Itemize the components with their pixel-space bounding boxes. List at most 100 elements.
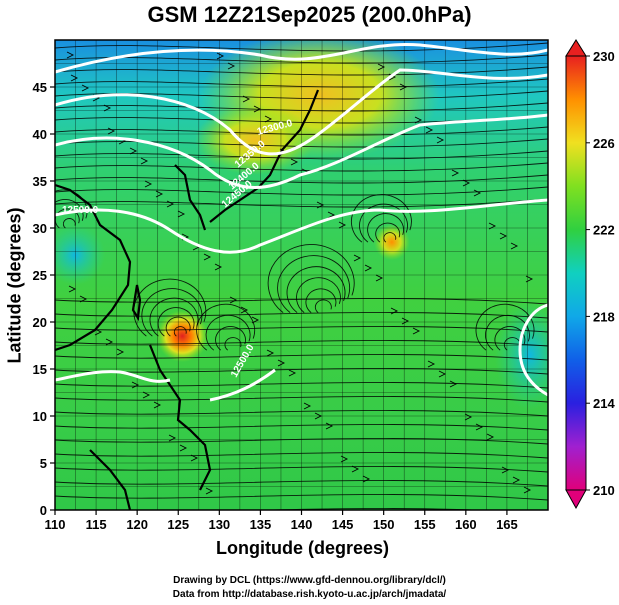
streamline (267, 244, 355, 313)
y-axis-label: Latitude (degrees) (4, 207, 25, 364)
flow-arrow (94, 328, 103, 336)
x-axis-label: Longitude (degrees) (215, 538, 389, 558)
flow-arrow (412, 327, 421, 335)
flow-arrow (155, 190, 164, 198)
flow-arrow (179, 444, 188, 452)
flow-arrow (399, 83, 408, 91)
y-tick-label: 30 (33, 221, 47, 236)
flow-arrow (438, 370, 447, 378)
flow-arrow (340, 455, 349, 463)
contour-top (55, 42, 548, 74)
x-tick-label: 140 (291, 517, 313, 532)
streamline (383, 232, 397, 243)
japan-coast (209, 89, 320, 223)
flow-arrow (205, 487, 214, 495)
flow-arrow (203, 253, 212, 261)
flow-arrow (142, 391, 151, 399)
flow-arrow (327, 211, 336, 219)
contour-12500 (55, 198, 548, 254)
flow-arrow (229, 296, 238, 304)
x-tick-label: 125 (167, 517, 189, 532)
streamline (475, 303, 535, 351)
streamline (133, 278, 207, 337)
flow-arrow (153, 401, 162, 409)
streamline (55, 298, 548, 305)
flow-arrow (79, 295, 88, 303)
flow-arrow (377, 63, 386, 71)
x-tick-label: 165 (496, 517, 518, 532)
streamline (55, 354, 548, 361)
flow-arrow (266, 349, 275, 357)
streamline (55, 208, 80, 229)
map-area: 12500.0 12500.0 12450.0 12400.0 12350.0 … (55, 40, 548, 510)
flow-arrow (523, 486, 532, 494)
streamline (55, 66, 548, 76)
streamline (55, 186, 548, 196)
streamline (55, 150, 548, 160)
flow-arrow (303, 402, 312, 410)
y-tick-label: 5 (40, 456, 47, 471)
flow-arrow (288, 369, 297, 377)
colorbar-tick-label: 210 (593, 483, 615, 498)
streamline (305, 288, 337, 313)
flow-arrow (166, 200, 175, 208)
contour-3 (55, 113, 548, 189)
streamline (314, 299, 332, 313)
flow-arrow (436, 136, 445, 144)
contour-12500-south (55, 370, 171, 383)
streamline (55, 494, 548, 501)
cool-region-west (55, 225, 105, 285)
streamline (55, 424, 548, 431)
contour-label: 12500.0 (62, 205, 99, 216)
colorbar: 210 214 218 222 226 230 (565, 39, 615, 510)
flow-arrow (362, 475, 371, 483)
flow-arrow (277, 359, 286, 367)
flow-arrow (216, 52, 225, 60)
flow-arrow (499, 232, 508, 240)
flow-arrow (316, 201, 325, 209)
contour-mid (209, 368, 276, 402)
flow-arrow (70, 74, 79, 82)
flow-arrow (475, 423, 484, 431)
borneo-coast (89, 449, 132, 510)
flow-arrow (168, 434, 177, 442)
typhoon-warm-core (156, 310, 209, 363)
flow-arrow (451, 169, 460, 177)
x-tick-label: 110 (45, 517, 66, 532)
flow-arrow (144, 180, 153, 188)
flow-arrow (351, 465, 360, 473)
x-tick-label: 160 (455, 517, 477, 532)
colorbar-tick-label: 218 (593, 309, 615, 324)
flow-arrow (353, 254, 362, 262)
streamline (494, 326, 526, 351)
coastlines (55, 89, 320, 510)
flow-arrow (240, 306, 249, 314)
colorbar-tick-label: 226 (593, 136, 615, 151)
streamline (296, 277, 341, 313)
streamline (55, 340, 548, 347)
flow-arrow (488, 222, 497, 230)
y-tick-label: 15 (33, 362, 47, 377)
streamline (55, 396, 548, 403)
colorbar-body (565, 55, 587, 491)
flow-arrow (325, 422, 334, 430)
streamline (55, 174, 548, 184)
flow-arrow (290, 158, 299, 166)
x-tick-label: 130 (208, 517, 230, 532)
streamline (165, 316, 191, 337)
streamline (205, 314, 251, 351)
streamline (277, 255, 350, 313)
flow-arrow (214, 263, 223, 271)
flow-arrow (314, 412, 323, 420)
korea-coast (174, 164, 207, 231)
flow-arrow (140, 157, 149, 165)
x-tick-label: 145 (332, 517, 354, 532)
streamline (55, 480, 548, 487)
credit-drawing: Drawing by DCL (https://www.gfd-dennou.o… (173, 575, 446, 586)
colorbar-tick-label: 230 (593, 49, 615, 64)
flow-arrow (105, 338, 114, 346)
streamline (55, 189, 88, 219)
flow-arrow (464, 413, 473, 421)
flow-arrow (253, 105, 262, 113)
